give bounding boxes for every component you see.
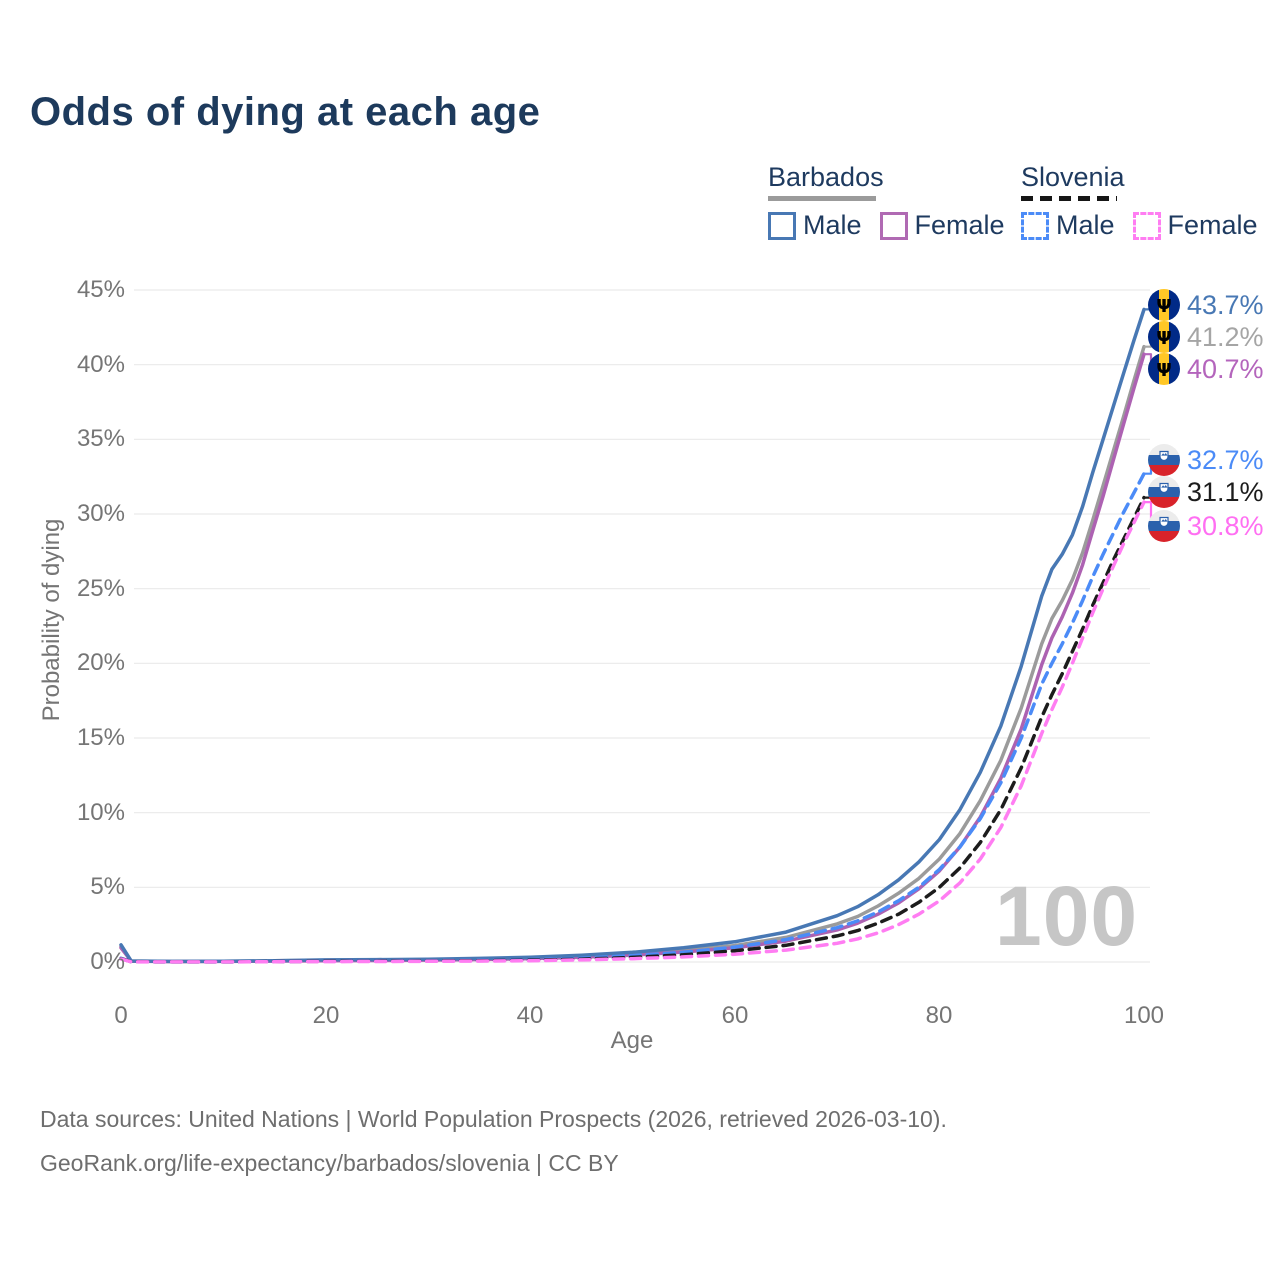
series-line-slovenia-female — [119, 500, 1146, 964]
end-value: 40.7% — [1187, 353, 1264, 384]
series-line-slovenia-male — [119, 471, 1146, 964]
legend-country-slovenia: Slovenia — [1021, 162, 1125, 192]
swatch-solid-blue — [768, 211, 796, 240]
attribution-line: GeoRank.org/life-expectancy/barbados/slo… — [40, 1150, 619, 1176]
end-value: 31.1% — [1187, 476, 1264, 507]
age-counter-watermark: 100 — [995, 869, 1139, 963]
end-label-barbados-female: Ψ 40.7% — [1148, 353, 1264, 385]
series-line-slovenia-both — [119, 495, 1146, 964]
x-tick-0: 0 — [114, 1002, 128, 1029]
y-tick-45: 45% — [76, 276, 125, 303]
y-tick-5: 5% — [90, 873, 125, 900]
series-line-barbados-male — [119, 307, 1146, 964]
y-tick-25: 25% — [76, 575, 125, 602]
legend-group-slovenia: Slovenia Male Female — [1021, 162, 1258, 241]
slovenia-flag-icon — [1148, 476, 1180, 508]
page-title: Odds of dying at each age — [30, 90, 541, 134]
y-tick-10: 10% — [76, 799, 125, 826]
end-label-slovenia-female: 30.8% — [1148, 510, 1264, 542]
legend-item-slovenia-female[interactable]: Female — [1132, 210, 1258, 241]
x-tick-80: 80 — [925, 1002, 953, 1029]
legend-item-label: Male — [1056, 210, 1115, 240]
legend-country-barbados: Barbados — [768, 162, 884, 192]
x-axis-title: Age — [610, 1027, 654, 1054]
svg-text:Ψ: Ψ — [1156, 328, 1171, 349]
barbados-flag-icon: Ψ — [1148, 353, 1180, 385]
svg-text:Ψ: Ψ — [1156, 296, 1171, 317]
y-tick-35: 35% — [76, 425, 125, 452]
legend-group-barbados: Barbados Male Female — [768, 162, 1005, 241]
swatch-dashed-pink — [1132, 211, 1161, 240]
legend-linestyle-solid — [768, 196, 876, 201]
end-value: 32.7% — [1187, 444, 1264, 475]
x-tick-20: 20 — [312, 1002, 340, 1029]
barbados-flag-icon: Ψ — [1148, 289, 1180, 321]
legend-item-barbados-female[interactable]: Female — [879, 210, 1005, 241]
legend-item-label: Female — [914, 210, 1005, 240]
end-label-barbados-both: Ψ 41.2% — [1148, 321, 1264, 353]
legend-linestyle-dashed — [1021, 196, 1117, 201]
legend-item-slovenia-male[interactable]: Male — [1021, 210, 1115, 241]
swatch-dashed-blue — [1021, 211, 1049, 240]
end-label-slovenia-male: 32.7% — [1148, 444, 1264, 476]
slovenia-flag-icon — [1148, 510, 1180, 542]
footer: Data sources: United Nations | World Pop… — [40, 1106, 947, 1194]
y-axis-title: Probability of dying — [38, 518, 65, 722]
y-tick-15: 15% — [76, 724, 125, 751]
barbados-flag-icon: Ψ — [1148, 321, 1180, 353]
end-label-slovenia-both: 31.1% — [1148, 476, 1264, 508]
legend-item-barbados-male[interactable]: Male — [768, 210, 862, 241]
slovenia-flag-icon — [1148, 444, 1180, 476]
x-tick-60: 60 — [721, 1002, 749, 1029]
legend-item-label: Female — [1167, 210, 1258, 240]
swatch-solid-purple — [879, 211, 908, 240]
x-tick-40: 40 — [516, 1002, 544, 1029]
legend-item-label: Male — [803, 210, 862, 240]
y-tick-30: 30% — [76, 500, 125, 527]
end-value: 30.8% — [1187, 510, 1264, 541]
y-tick-0: 0% — [90, 948, 125, 975]
y-tick-20: 20% — [76, 649, 125, 676]
series-line-barbados-female — [119, 352, 1146, 964]
end-value: 43.7% — [1187, 289, 1264, 320]
svg-text:Ψ: Ψ — [1156, 360, 1171, 381]
x-tick-100: 100 — [1123, 1002, 1165, 1029]
end-value: 41.2% — [1187, 321, 1264, 352]
y-tick-40: 40% — [76, 351, 125, 378]
end-label-barbados-male: Ψ 43.7% — [1148, 289, 1264, 321]
data-sources-line: Data sources: United Nations | World Pop… — [40, 1106, 947, 1132]
